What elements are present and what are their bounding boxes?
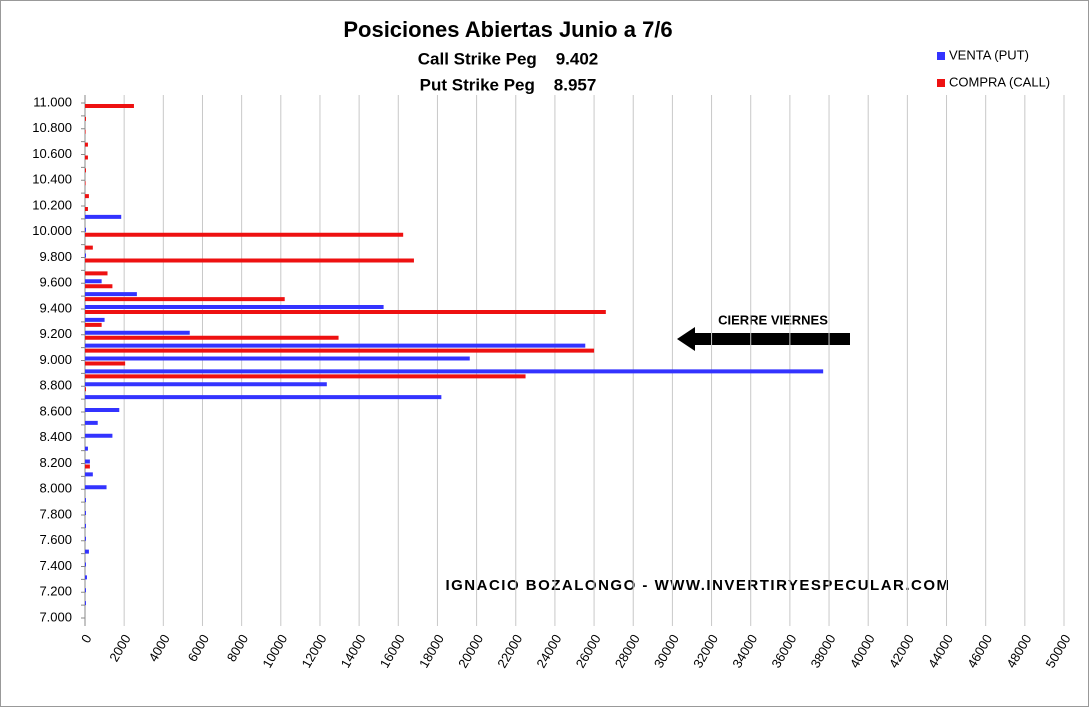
annotation: CIERRE VIERNES xyxy=(718,312,828,327)
bar xyxy=(85,232,404,237)
bar xyxy=(85,214,122,219)
y-tick-label: 10.400 xyxy=(32,172,72,187)
bar xyxy=(85,361,126,366)
bar xyxy=(85,562,86,567)
watermark: IGNACIO BOZALONGO - WWW.INVERTIRYESPECUL… xyxy=(445,577,950,594)
legend-swatch xyxy=(937,79,945,87)
bar xyxy=(85,536,86,541)
y-tick-label: 10.600 xyxy=(32,146,72,161)
bar xyxy=(85,155,88,160)
y-tick-label: 10.800 xyxy=(32,120,72,135)
bar xyxy=(85,310,606,314)
bar xyxy=(85,129,86,134)
bar xyxy=(85,181,86,186)
legend-label: COMPRA (CALL) xyxy=(949,74,1050,89)
y-tick-label: 8.200 xyxy=(39,455,72,470)
bar xyxy=(85,292,137,297)
bar xyxy=(85,459,90,464)
subtitle: Put Strike Peg 8.957 xyxy=(420,75,597,94)
bar xyxy=(85,194,89,199)
y-tick-label: 8.600 xyxy=(39,403,72,418)
y-tick-label: 10.200 xyxy=(32,197,72,212)
bar xyxy=(85,258,414,263)
bar xyxy=(85,464,90,469)
y-tick-label: 9.800 xyxy=(39,249,72,264)
bar xyxy=(85,116,86,121)
bar xyxy=(85,207,88,211)
bar xyxy=(85,317,105,322)
subtitle: Call Strike Peg 9.402 xyxy=(418,49,598,68)
bar xyxy=(85,601,86,606)
bar xyxy=(85,253,86,258)
y-tick-label: 7.400 xyxy=(39,558,72,573)
arrow xyxy=(677,327,850,351)
y-tick-label: 7.200 xyxy=(39,584,72,599)
bar xyxy=(85,330,190,335)
bar xyxy=(85,420,98,425)
bar xyxy=(85,227,86,232)
bar xyxy=(85,279,102,284)
bar xyxy=(85,335,339,340)
bar xyxy=(85,245,93,250)
y-tick-label: 9.000 xyxy=(39,352,72,367)
bar xyxy=(85,284,113,289)
y-tick-label: 10.000 xyxy=(32,223,72,238)
bar xyxy=(85,297,285,302)
bar xyxy=(85,549,89,554)
bar xyxy=(85,305,384,309)
bar xyxy=(85,382,327,387)
bar xyxy=(85,104,134,108)
bar xyxy=(85,348,595,353)
y-tick-label: 8.800 xyxy=(39,378,72,393)
legend-swatch xyxy=(937,52,945,60)
y-tick-label: 9.600 xyxy=(39,275,72,290)
bar xyxy=(85,446,88,451)
bar xyxy=(85,523,86,528)
y-tick-label: 8.000 xyxy=(39,481,72,496)
bar xyxy=(85,408,120,412)
y-tick-label: 9.200 xyxy=(39,326,72,341)
bar xyxy=(85,433,113,438)
legend-label: VENTA (PUT) xyxy=(949,47,1029,62)
bar xyxy=(85,168,86,173)
bar xyxy=(85,511,86,515)
y-tick-label: 9.400 xyxy=(39,300,72,315)
chart-title: Posiciones Abiertas Junio a 7/6 xyxy=(343,17,672,42)
bar xyxy=(85,142,88,147)
bar xyxy=(85,588,86,593)
bar xyxy=(85,395,442,400)
y-tick-label: 11.000 xyxy=(33,94,72,109)
bar xyxy=(85,485,107,490)
bar xyxy=(85,322,102,327)
y-tick-label: 7.600 xyxy=(39,532,72,547)
y-tick-label: 8.400 xyxy=(39,429,72,444)
bar xyxy=(85,575,87,580)
bar xyxy=(85,271,108,276)
bar xyxy=(85,356,470,361)
bar xyxy=(85,472,93,477)
y-tick-label: 7.000 xyxy=(39,609,72,624)
bar xyxy=(85,374,526,379)
y-tick-label: 7.800 xyxy=(39,506,72,521)
bar xyxy=(85,387,86,392)
bar xyxy=(85,498,86,503)
bar xyxy=(85,343,586,348)
bar xyxy=(85,369,824,374)
